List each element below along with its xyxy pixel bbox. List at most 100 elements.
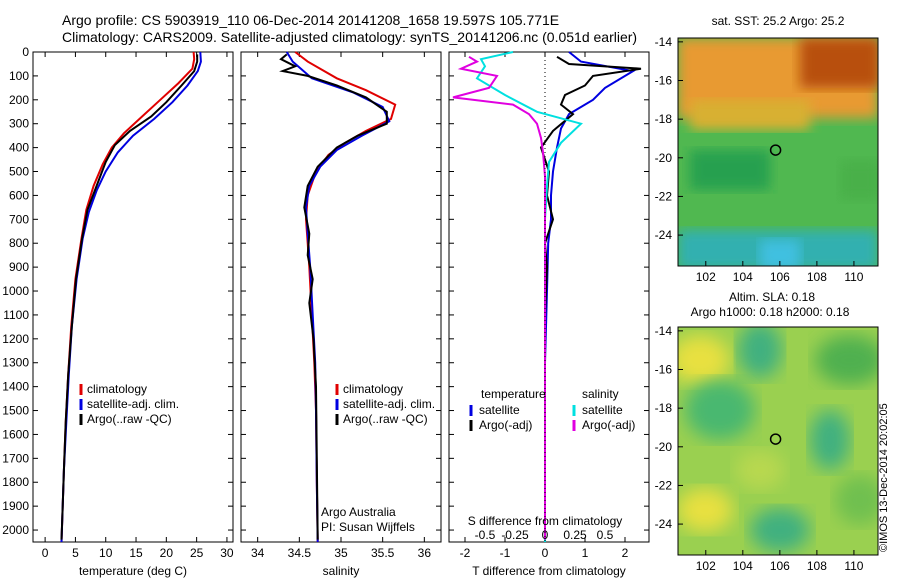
sst-map-argo-marker	[769, 144, 782, 156]
difference-top-tick-label: 0	[542, 528, 549, 542]
legend-header-salinity: salinity	[582, 387, 619, 401]
salinity-series-1	[285, 51, 391, 543]
sst-map-xtick-label: 106	[770, 270, 790, 284]
sla-map-ytick-label: -16	[655, 363, 673, 377]
sla-map-xtick-label: 106	[770, 559, 790, 573]
depth-tick-label: 1500	[2, 404, 29, 418]
temperature-xtick-label: 25	[190, 546, 204, 560]
sla-map-argo-marker	[769, 433, 782, 445]
difference-xlabel-top: S difference from climatology	[468, 514, 623, 528]
salinity-xtick-label: 36	[418, 546, 432, 560]
depth-tick-label: 700	[9, 212, 29, 226]
sst-map-xtick-label: 108	[807, 270, 827, 284]
difference-top-tick-label: -0.5	[475, 528, 496, 542]
sst-map-ytick-label: -22	[655, 189, 673, 203]
difference-top-tick-label: 0.25	[563, 528, 587, 542]
sla-map-title: Altim. SLA: 0.18	[729, 290, 815, 304]
salinity-legend-label: Argo(..raw -QC)	[343, 412, 428, 426]
difference-legend-label: Argo(-adj)	[479, 418, 532, 432]
depth-tick-label: 1100	[3, 308, 29, 322]
argo-credit-line1: Argo Australia	[321, 505, 396, 519]
temperature-xtick-label: 15	[129, 546, 143, 560]
temperature-legend-label: Argo(..raw -QC)	[87, 412, 172, 426]
sst-map-xtick-label: 104	[733, 270, 753, 284]
depth-tick-label: 1800	[2, 475, 29, 489]
sla-map-xtick-label: 110	[844, 559, 863, 573]
sla-map-xtick-label: 102	[696, 559, 716, 573]
legend-header-temperature: temperature	[481, 387, 546, 401]
salinity-xtick-label: 35.5	[371, 546, 395, 560]
sst-map-ytick-label: -14	[655, 35, 673, 49]
difference-frame	[448, 51, 650, 543]
difference-series-1	[539, 55, 642, 540]
temperature-series-2	[60, 54, 199, 540]
sla-map-ytick-label: -20	[655, 440, 673, 454]
sla-map-frame	[677, 326, 879, 556]
sst-map-ytick-label: -24	[655, 228, 673, 242]
temperature-frame	[32, 51, 234, 543]
salinity-frame	[240, 51, 442, 543]
salinity-legend-label: climatology	[343, 382, 403, 396]
depth-tick-label: 1900	[2, 499, 29, 513]
temperature-xtick-label: 0	[42, 546, 49, 560]
difference-top-tick-label: 0.5	[597, 528, 614, 542]
salinity-xtick-label: 34	[251, 546, 265, 560]
temperature-xtick-label: 5	[72, 546, 79, 560]
difference-xtick-label: -1	[500, 546, 511, 560]
salinity-xlabel: salinity	[323, 564, 360, 578]
salinity-xtick-label: 34.5	[288, 546, 312, 560]
sst-map-ytick-label: -16	[655, 74, 673, 88]
depth-tick-label: 200	[9, 93, 29, 107]
depth-tick-label: 600	[9, 188, 29, 202]
difference-top-tick-label: -0.25	[501, 528, 529, 542]
depth-tick-label: 300	[9, 117, 29, 131]
sst-map-frame	[677, 37, 879, 267]
depth-tick-label: 1700	[2, 451, 29, 465]
sla-map-image	[678, 327, 878, 555]
depth-tick-label: 0	[22, 45, 29, 59]
sla-map-ytick-label: -14	[655, 324, 673, 338]
depth-tick-label: 1000	[2, 284, 29, 298]
depth-tick-label: 400	[9, 141, 29, 155]
sst-map-ytick-label: -18	[655, 112, 673, 126]
sst-map-ytick-label: -20	[655, 151, 673, 165]
difference-xtick-label: 0	[542, 546, 549, 560]
difference-legend-label: satellite	[582, 403, 623, 417]
sla-map-xtick-label: 108	[807, 559, 827, 573]
temperature-xtick-label: 30	[220, 546, 234, 560]
difference-legend-label: Argo(-adj)	[582, 418, 635, 432]
sla-map-xtick-label: 104	[733, 559, 753, 573]
depth-tick-label: 800	[9, 236, 29, 250]
profile-title: Argo profile: CS 5903919_110 06-Dec-2014…	[62, 12, 560, 28]
salinity-series-2	[279, 53, 388, 540]
temperature-legend-label: climatology	[87, 382, 147, 396]
climatology-title: Climatology: CARS2009. Satellite-adjuste…	[62, 29, 638, 45]
difference-legend-label: satellite	[479, 403, 520, 417]
depth-tick-label: 500	[9, 165, 29, 179]
sst-map-xtick-label: 102	[696, 270, 716, 284]
difference-xtick-label: -2	[460, 546, 471, 560]
depth-tick-label: 900	[9, 260, 29, 274]
sst-map-title: sat. SST: 25.2 Argo: 25.2	[712, 14, 845, 28]
temperature-xtick-label: 20	[160, 546, 174, 560]
depth-tick-label: 2000	[2, 523, 29, 537]
depth-tick-label: 1600	[2, 427, 29, 441]
difference-xtick-label: 1	[582, 546, 589, 560]
sla-map-subtitle: Argo h1000: 0.18 h2000: 0.18	[691, 305, 850, 319]
sla-map-ytick-label: -22	[655, 478, 673, 492]
depth-tick-label: 1300	[2, 356, 29, 370]
salinity-legend-label: satellite-adj. clim.	[343, 397, 435, 411]
sst-map-xtick-label: 110	[844, 270, 863, 284]
depth-tick-label: 100	[9, 69, 29, 83]
temperature-xlabel: temperature (deg C)	[79, 564, 187, 578]
difference-series-2	[475, 51, 583, 542]
argo-credit-line2: PI: Susan Wijffels	[321, 520, 415, 534]
depth-tick-label: 1400	[2, 380, 29, 394]
temperature-xtick-label: 10	[99, 546, 113, 560]
sla-map-ytick-label: -24	[655, 517, 673, 531]
temperature-legend-label: satellite-adj. clim.	[87, 397, 179, 411]
difference-xlabel: T difference from climatology	[472, 564, 626, 578]
sst-map-image	[678, 38, 878, 266]
temperature-series-0	[60, 51, 196, 543]
